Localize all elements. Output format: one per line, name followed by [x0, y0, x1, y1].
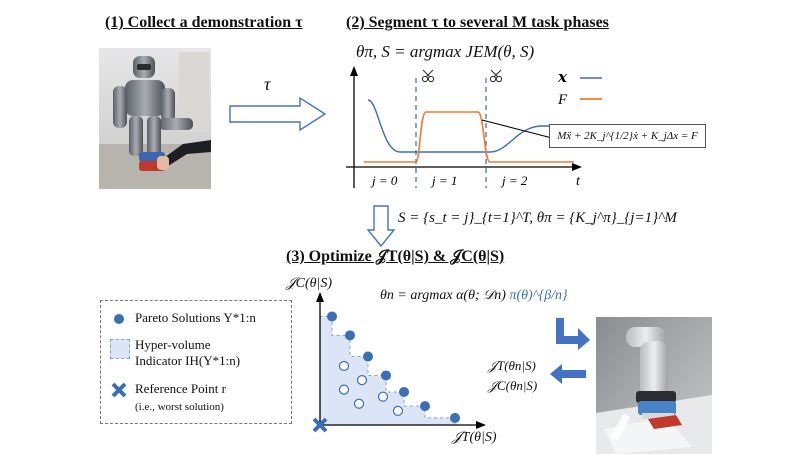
- scissors-icon: [421, 69, 435, 83]
- dominated-point: [377, 391, 389, 402]
- step3-title: (3) Optimize 𝒥T(θ|S) & 𝒥C(θ|S): [286, 248, 505, 265]
- pareto-point: [345, 330, 355, 341]
- pareto-point: [450, 412, 460, 423]
- hypervolume-swatch-icon: [110, 339, 130, 359]
- pareto-dot-icon: [114, 314, 124, 324]
- feedback-task-value: 𝒥T(θn|S): [488, 358, 536, 373]
- tau-label: τ: [264, 74, 271, 94]
- reference-point-mark: [312, 417, 328, 433]
- reference-cross-icon: [111, 382, 127, 398]
- legend-hv-label-2: Indicator IH(Y*1:n): [135, 353, 241, 368]
- pareto-y-axis-label: 𝒥C(θ|S): [286, 276, 333, 291]
- legend-pareto-label: Pareto Solutions Y*1:n: [135, 310, 256, 325]
- phase-plot: 𝒙 F j = 0 j = 1 j = 2 t: [346, 66, 602, 189]
- impedance-equation-box: Mẍ + 2K_j^{1/2}ẋ + K_jΔx = F: [549, 124, 706, 148]
- phase-label-1: j = 1: [430, 173, 457, 188]
- segment-objective: θπ, S = argmax JEM(θ, S): [356, 42, 535, 61]
- scissors-icon: [489, 69, 503, 83]
- pareto-point: [327, 311, 337, 322]
- legend-F-label: F: [557, 92, 568, 108]
- pareto-chart: [312, 292, 486, 433]
- hypervolume-region: [319, 315, 456, 426]
- acquisition-formula: θn = argmax α(θ; 𝒟n) π(θ)^{β/n}: [380, 288, 568, 303]
- legend-ref-label-2: (i.e., worst solution): [135, 401, 224, 413]
- x-trajectory-line: [367, 99, 572, 153]
- phase-plot-y-arrow-icon: [350, 66, 358, 76]
- feedback-contact-value: 𝒥C(θn|S): [488, 378, 538, 393]
- legend-hv-label-1: Hyper-volume: [135, 337, 211, 352]
- force-trajectory-line: [364, 111, 574, 163]
- hollow-right-arrow-icon: [229, 96, 327, 132]
- elbow-arrow-icon: [556, 318, 590, 350]
- callout-line: [481, 119, 553, 139]
- phase-label-2: j = 2: [500, 173, 528, 188]
- demonstration-photo: [99, 48, 211, 189]
- robot-execution-photo: [596, 317, 712, 454]
- legend-ref-label-1: Reference Point r: [135, 381, 226, 396]
- hollow-down-arrow-icon: [366, 205, 396, 248]
- pareto-x-arrow-icon: [476, 421, 486, 429]
- phase-plot-x-arrow-icon: [572, 163, 582, 171]
- optimization-legend: Pareto Solutions Y*1:n Hyper-volume Indi…: [100, 300, 292, 424]
- left-arrow-icon: [550, 364, 586, 384]
- pareto-y-arrow-icon: [316, 292, 324, 302]
- pareto-x-axis-label: 𝒥T(θ|S): [452, 430, 497, 445]
- dominated-point: [392, 405, 404, 416]
- pareto-point: [381, 370, 391, 381]
- dominated-point: [338, 384, 350, 395]
- pareto-point: [399, 386, 409, 397]
- dominated-point: [353, 398, 365, 409]
- step2-title: (2) Segment τ to several M task phases: [346, 14, 609, 31]
- legend-x-label: 𝒙: [557, 70, 568, 86]
- phase-label-0: j = 0: [370, 173, 398, 188]
- step1-title: (1) Collect a demonstration τ: [105, 14, 303, 31]
- t-axis-label: t: [576, 174, 581, 189]
- dominated-point: [356, 375, 368, 386]
- dominated-point: [338, 360, 350, 372]
- pareto-point: [420, 401, 430, 412]
- pareto-point: [363, 351, 373, 362]
- segmentation-result: S = {s_t = j}_{t=1}^T, θπ = {K_j^π}_{j=1…: [398, 210, 677, 226]
